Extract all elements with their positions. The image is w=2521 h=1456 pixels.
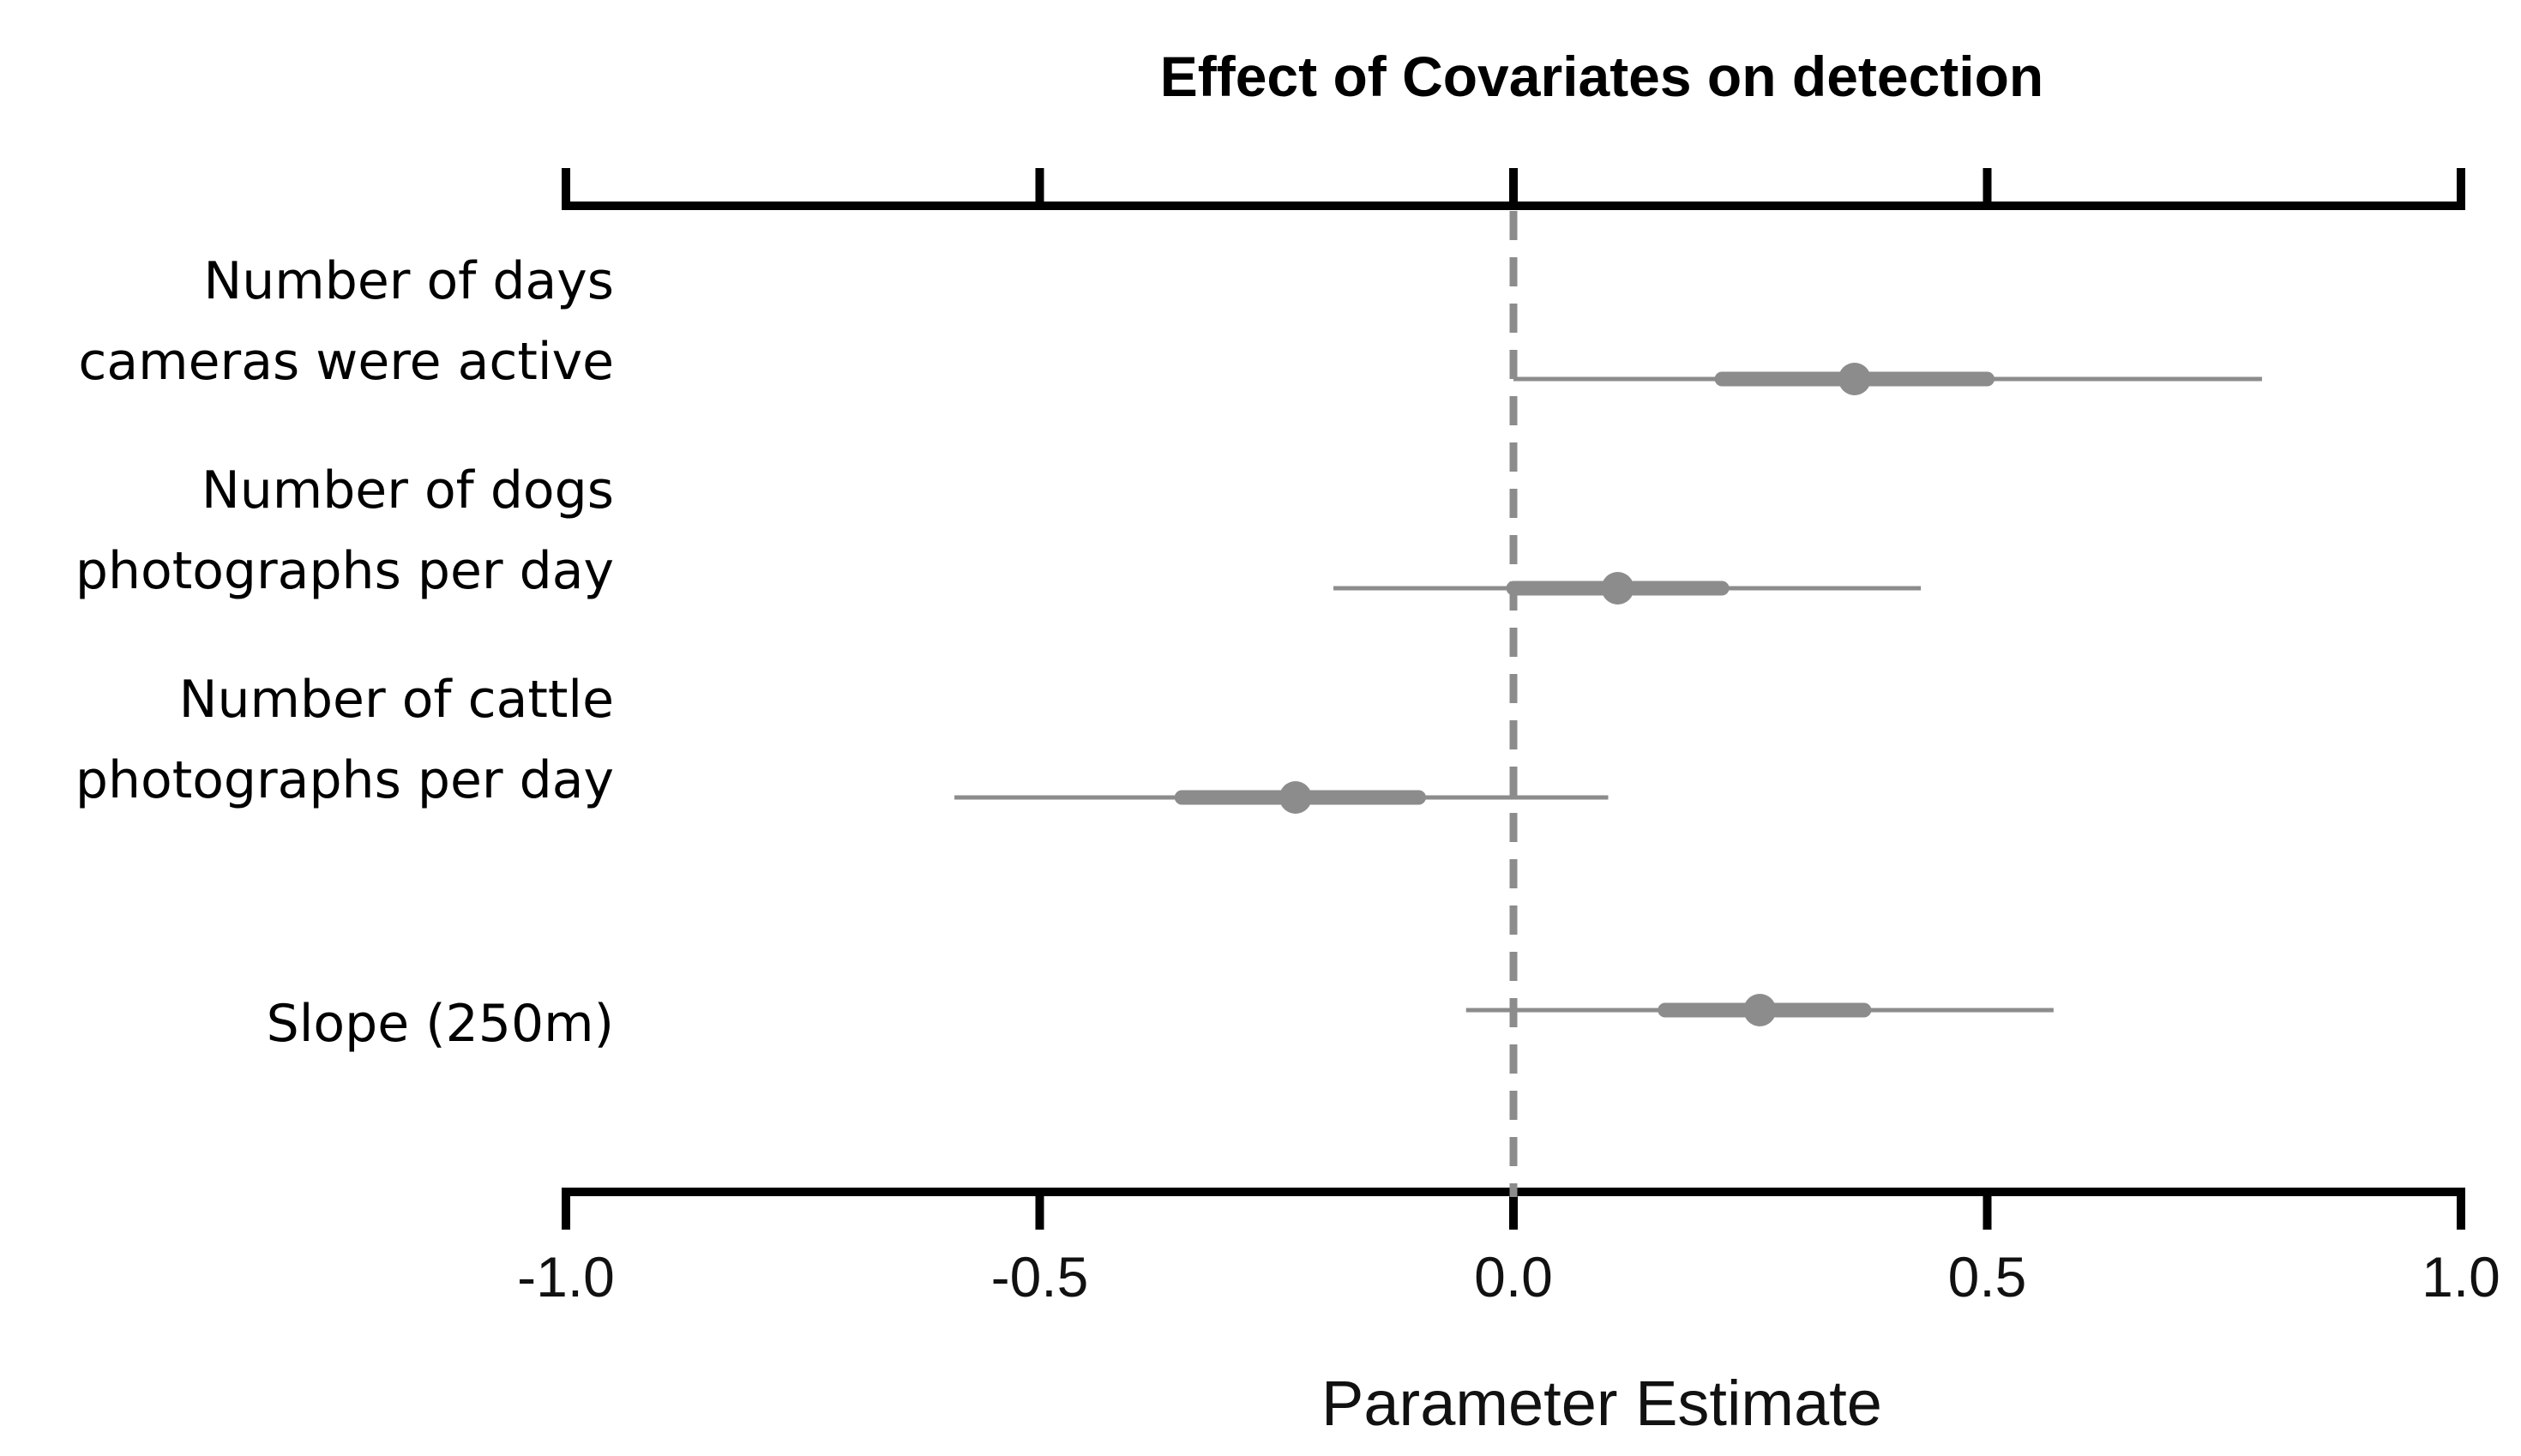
- x-tick-label: -0.5: [991, 1245, 1089, 1309]
- covariate-label-line: Number of dogs: [202, 460, 614, 520]
- x-tick-labels: -1.0 -0.5 0.0 0.5 1.0: [517, 1245, 2500, 1309]
- covariate-label-line: Number of days: [203, 251, 614, 311]
- covariate-label-line: photographs per day: [75, 541, 614, 601]
- covariate-label: Number of days cameras were active: [78, 251, 614, 392]
- covariate-label: Number of dogs photographs per day: [75, 460, 614, 601]
- covariate-rows: [954, 363, 2262, 1026]
- covariate-row: [1333, 572, 1922, 605]
- x-axis-label: Parameter Estimate: [1321, 1368, 1882, 1439]
- top-axis: [562, 168, 2465, 210]
- covariate-label: Number of cattle photographs per day: [75, 670, 614, 810]
- covariate-labels: Number of days cameras were activeNumber …: [75, 251, 614, 1054]
- covariate-label-line: Number of cattle: [179, 670, 614, 730]
- covariate-label-line: cameras were active: [78, 332, 614, 392]
- x-tick-label: -1.0: [517, 1245, 615, 1309]
- bottom-axis: [562, 1188, 2465, 1230]
- covariate-row: [954, 781, 1609, 814]
- x-tick-label: 0.0: [1474, 1245, 1553, 1309]
- covariate-label-line: photographs per day: [75, 750, 614, 810]
- covariate-label: Slope (250m): [267, 994, 614, 1054]
- x-tick-label: 1.0: [2422, 1245, 2500, 1309]
- covariate-label-line: Slope (250m): [267, 994, 614, 1054]
- covariate-row: [1513, 363, 2262, 395]
- point-estimate: [1601, 572, 1634, 605]
- point-estimate: [1838, 363, 1871, 395]
- covariate-row: [1465, 994, 2054, 1026]
- chart-title: Effect of Covariates on detection: [1160, 45, 2044, 108]
- point-estimate: [1279, 781, 1312, 814]
- point-estimate: [1743, 994, 1777, 1026]
- x-tick-label: 0.5: [1948, 1245, 2027, 1309]
